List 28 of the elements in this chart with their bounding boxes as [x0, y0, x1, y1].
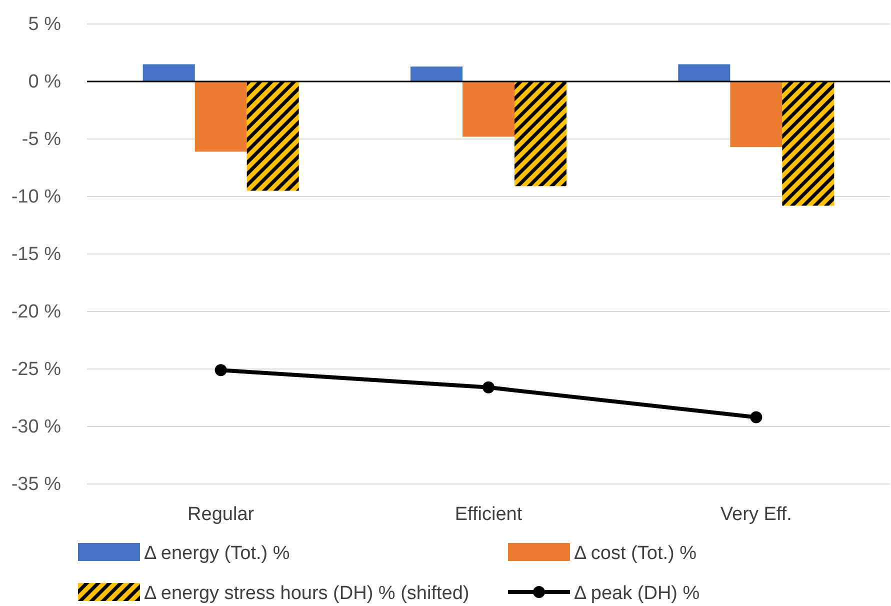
y-tick-label: -30 % [11, 416, 62, 438]
legend-label: Δ energy (Tot.) % [144, 543, 290, 564]
y-tick-label: -5 % [22, 129, 62, 150]
x-tick-label: Efficient [454, 504, 523, 525]
legend-label: Δ peak (DH) % [574, 583, 700, 604]
bar [782, 82, 834, 206]
y-tick-label: -10 % [11, 186, 62, 208]
x-tick-label: Very Eff. [720, 504, 792, 525]
x-tick-label: Regular [188, 504, 255, 525]
y-tick-label: 0 % [28, 72, 62, 93]
y-tick-label: -20 % [11, 302, 62, 323]
bar [410, 66, 462, 82]
bar [462, 82, 514, 137]
legend-label: Δ energy stress hours (DH) % (shifted) [144, 583, 470, 604]
bar [514, 82, 566, 186]
y-tick-label: 5 % [28, 14, 62, 36]
bar [194, 82, 247, 152]
bar [142, 64, 195, 82]
point [750, 411, 762, 424]
y-tick-label: -25 % [11, 359, 62, 380]
y-tick-label: -15 % [11, 244, 62, 266]
point [214, 364, 227, 376]
bar [678, 64, 730, 82]
y-tick-label: -35 % [11, 474, 62, 496]
legend-label: Δ cost (Tot.) % [574, 543, 697, 564]
point [482, 381, 494, 394]
bar [730, 82, 782, 148]
bar [246, 82, 299, 191]
